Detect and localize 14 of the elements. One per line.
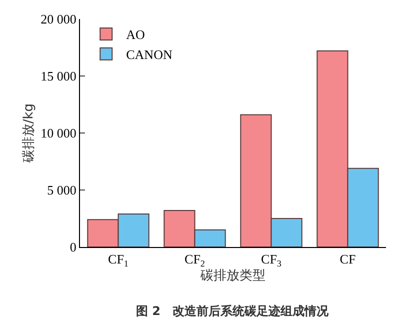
- x-tick-label: CF$_{3}$: [261, 252, 282, 268]
- y-axis-title: 碳排放/kg: [22, 103, 37, 164]
- x-tick-label: CF$_{1}$: [108, 252, 128, 268]
- x-tick-label: CF$_{2}$: [184, 252, 206, 268]
- y-tick-label: 10 000: [40, 126, 76, 141]
- legend-label: AO: [126, 27, 145, 42]
- x-tick-label: CF: [340, 252, 356, 267]
- y-tick-label: 0: [70, 240, 76, 255]
- caption: 图 2 改造前后系统碳足迹组成情况: [136, 304, 330, 318]
- legend-label: CANON: [126, 46, 173, 62]
- y-tick-label: 15 000: [40, 68, 76, 84]
- y-tick-label: 5 000: [47, 182, 76, 198]
- x-axis-title: 碳排放类型: [200, 268, 266, 284]
- y-tick-label: 20 000: [40, 12, 76, 27]
